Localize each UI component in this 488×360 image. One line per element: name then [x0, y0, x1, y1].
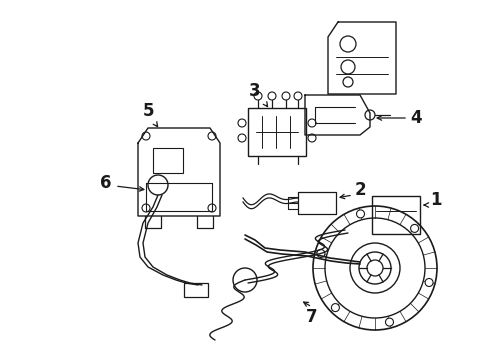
Text: 4: 4	[409, 109, 421, 127]
Circle shape	[385, 318, 393, 326]
Circle shape	[356, 210, 364, 218]
Bar	[153, 148, 183, 173]
Bar	[183, 283, 207, 297]
Text: 2: 2	[354, 181, 366, 199]
Bar	[247, 108, 305, 156]
Bar	[371, 196, 419, 234]
Circle shape	[331, 303, 339, 312]
Text: 3: 3	[249, 82, 260, 100]
Circle shape	[316, 249, 324, 257]
Text: 6: 6	[100, 174, 111, 192]
Circle shape	[424, 279, 432, 287]
Text: 7: 7	[305, 308, 317, 326]
Circle shape	[410, 224, 418, 233]
Text: 1: 1	[429, 191, 441, 209]
Text: 5: 5	[142, 102, 153, 120]
